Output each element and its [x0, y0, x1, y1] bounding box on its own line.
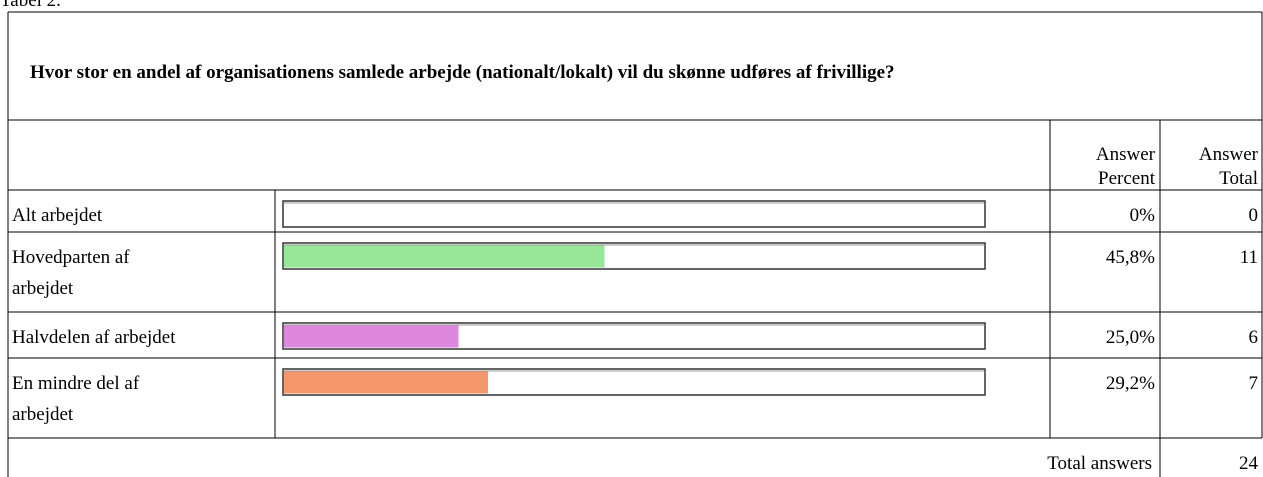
answer-total: 6: [1249, 327, 1259, 348]
column-header: Total: [1219, 168, 1258, 189]
column-header: Answer: [1199, 144, 1259, 165]
row-label: Alt arbejdet: [12, 205, 103, 226]
footer-total: 24: [1239, 453, 1259, 474]
bar-track: [282, 200, 986, 228]
answer-total: 0: [1249, 205, 1259, 226]
row-label: arbejdet: [12, 404, 74, 425]
bar: [284, 370, 488, 394]
answer-total: 11: [1240, 247, 1258, 268]
answer-total: 7: [1249, 373, 1259, 394]
footer-label: Total answers: [1047, 453, 1152, 474]
caption: Tabel 2.: [0, 0, 61, 11]
bar: [284, 244, 605, 268]
column-header: Answer: [1096, 144, 1156, 165]
answer-percent: 29,2%: [1106, 373, 1155, 394]
row-label: arbejdet: [12, 278, 74, 299]
bar: [284, 324, 459, 348]
answer-percent: 0%: [1130, 205, 1156, 226]
row-label: En mindre del af: [12, 373, 140, 394]
table-title: Hvor stor en andel af organisationens sa…: [30, 62, 895, 83]
column-header: Percent: [1098, 168, 1156, 189]
answer-percent: 25,0%: [1106, 327, 1155, 348]
row-label: Halvdelen af arbejdet: [12, 327, 176, 348]
row-label: Hovedparten af: [12, 247, 130, 268]
answer-percent: 45,8%: [1106, 247, 1155, 268]
